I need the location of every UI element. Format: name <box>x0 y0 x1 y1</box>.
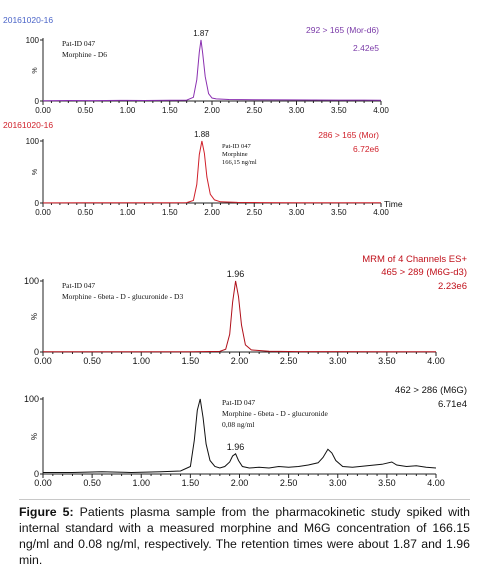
sample-label-line: 0,08 ng/ml <box>222 420 255 429</box>
series-line <box>43 280 436 353</box>
x-tick-label: 1.50 <box>182 356 200 366</box>
panel-transition-label: 465 > 289 (M6G-d3) <box>381 267 467 278</box>
x-tick-label: 3.00 <box>289 106 305 115</box>
x-tick-label: 4.00 <box>373 208 389 217</box>
peak-label: 1.87 <box>193 29 209 38</box>
x-tick-label: 2.00 <box>204 208 220 217</box>
sample-label-line: 166,15 ng/ml <box>222 159 257 166</box>
x-tick-label: 2.50 <box>246 208 262 217</box>
x-tick-label: 0.50 <box>83 478 101 488</box>
x-tick-label: 3.50 <box>378 478 396 488</box>
x-tick-label: 0.00 <box>34 356 52 366</box>
y-tick-label: 0 <box>35 97 40 106</box>
y-axis-label: % <box>30 313 39 320</box>
panel-intensity-label: 2.23e6 <box>438 281 467 292</box>
y-tick-label: 0 <box>35 199 40 208</box>
sample-label-line: Morphine - D6 <box>62 50 107 59</box>
panel-date-label: 20161020-16 <box>3 15 53 25</box>
x-tick-label: 2.50 <box>280 478 298 488</box>
caption-label: Figure 5: <box>19 505 74 519</box>
panel-transition-label: 462 > 286 (M6G) <box>395 385 467 396</box>
y-tick-label: 100 <box>24 394 39 404</box>
panel-intensity-label: 6.71e4 <box>438 399 467 410</box>
x-tick-label: 2.50 <box>246 106 262 115</box>
panel-intensity-label: 2.42e5 <box>353 43 379 53</box>
x-tick-label: 1.50 <box>162 208 178 217</box>
y-tick-label: 0 <box>34 469 39 479</box>
x-tick-label: 4.00 <box>427 478 445 488</box>
series-line <box>43 398 437 474</box>
sample-label-line: Pat-ID 047 <box>222 398 255 407</box>
x-axis-label: Time <box>384 199 403 209</box>
y-axis-label: % <box>30 433 39 440</box>
x-tick-label: 0.00 <box>35 208 51 217</box>
x-tick-label: 3.00 <box>329 478 347 488</box>
figure-caption: Figure 5: Patients plasma sample from th… <box>19 499 470 567</box>
sample-label-line: Pat-ID 047 <box>222 143 251 150</box>
x-tick-label: 4.00 <box>373 106 389 115</box>
x-tick-label: 0.50 <box>77 208 93 217</box>
panel-transition-label: 292 > 165 (Mor-d6) <box>306 25 379 35</box>
peak-label: 1.96 <box>227 442 245 452</box>
x-tick-label: 3.50 <box>378 356 396 366</box>
peak-label: 1.88 <box>194 130 210 139</box>
chromatogram-svg: 20161020-16 292 > 165 (Mor-d6) 2.42e5 Pat-I… <box>3 15 467 488</box>
x-tick-label: 2.00 <box>204 106 220 115</box>
y-axis-label: % <box>32 169 39 175</box>
x-tick-label: 1.00 <box>132 356 150 366</box>
x-tick-label: 1.00 <box>132 478 150 488</box>
x-tick-label: 3.50 <box>331 208 347 217</box>
y-tick-label: 100 <box>26 36 40 45</box>
x-tick-label: 2.00 <box>231 356 249 366</box>
x-tick-label: 0.00 <box>34 478 52 488</box>
sample-label-line: Pat-ID 047 <box>62 281 95 290</box>
x-tick-label: 3.00 <box>329 356 347 366</box>
sample-label-line: Pat-ID 047 <box>62 39 95 48</box>
x-tick-label: 1.50 <box>162 106 178 115</box>
x-tick-label: 1.00 <box>120 106 136 115</box>
x-tick-label: 4.00 <box>427 356 445 366</box>
caption-text: Patients plasma sample from the pharmaco… <box>19 505 470 567</box>
x-tick-label: 2.00 <box>231 478 249 488</box>
x-tick-label: 1.50 <box>182 478 200 488</box>
panel-transition-label: 286 > 165 (Mor) <box>318 130 379 140</box>
x-tick-label: 0.50 <box>77 106 93 115</box>
series-line <box>42 39 382 102</box>
y-tick-label: 100 <box>24 276 39 286</box>
series-line <box>42 140 381 204</box>
y-tick-label: 100 <box>26 137 40 146</box>
x-tick-label: 0.00 <box>35 106 51 115</box>
x-tick-label: 0.50 <box>83 356 101 366</box>
panel-channel-label: MRM of 4 Channels ES+ <box>362 254 467 265</box>
sample-label-line: Morphine - 6beta - D - glucuronide <box>222 409 328 418</box>
y-tick-label: 0 <box>34 347 39 357</box>
panel-intensity-label: 6.72e6 <box>353 144 379 154</box>
sample-label-line: Morphine - 6beta - D - glucuronide - D3 <box>62 292 183 301</box>
x-tick-label: 2.50 <box>280 356 298 366</box>
x-tick-label: 3.50 <box>331 106 347 115</box>
x-tick-label: 1.00 <box>120 208 136 217</box>
x-tick-label: 3.00 <box>289 208 305 217</box>
sample-label-line: Morphine <box>222 151 248 158</box>
peak-label: 1.96 <box>227 269 245 279</box>
panel-date-label: 20161020-16 <box>3 120 53 130</box>
y-axis-label: % <box>32 67 39 73</box>
